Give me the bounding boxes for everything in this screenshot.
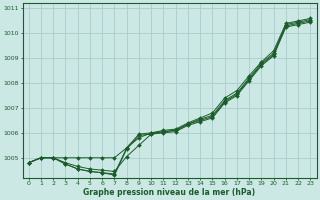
X-axis label: Graphe pression niveau de la mer (hPa): Graphe pression niveau de la mer (hPa): [84, 188, 256, 197]
